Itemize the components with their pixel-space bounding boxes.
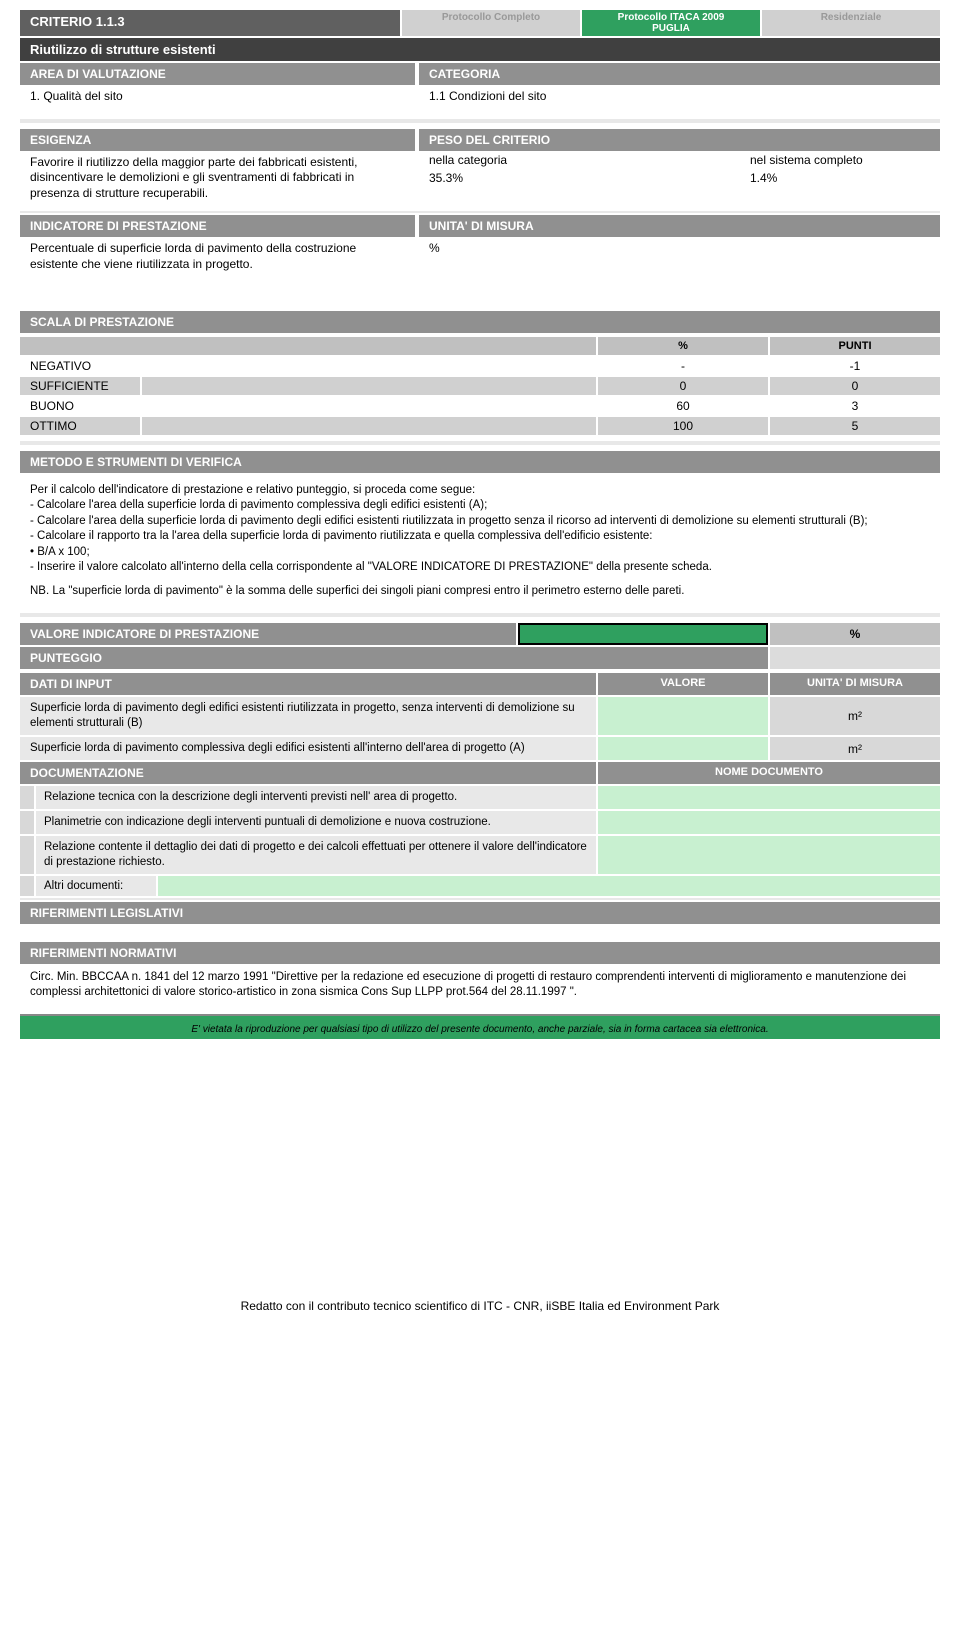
peso-header: PESO DEL CRITERIO [419,129,940,151]
scala-row-pct: 100 [598,417,768,435]
peso-cat-label: nella categoria [429,153,750,167]
scala-row-pct: 60 [598,397,768,415]
doc-row: Relazione contente il dettaglio dei dati… [20,836,940,874]
area-text: 1. Qualità del sito [20,85,415,113]
metodo-nb: NB. La "superficie lorda di pavimento" è… [30,584,930,600]
scala-col-punti: PUNTI [770,337,940,355]
doc-row-value[interactable] [598,786,940,809]
scala-row: SUFFICIENTE 00 [20,377,940,395]
input-row-value[interactable] [598,737,768,760]
categoria-header: CATEGORIA [419,63,940,85]
scala-row-pct: 0 [598,377,768,395]
scala-row-label: BUONO [20,397,140,415]
criterio-code: CRITERIO 1.1.3 [20,10,400,36]
esigenza-text: Favorire il riutilizzo della maggior par… [20,151,415,210]
footer-attribution: Redatto con il contributo tecnico scient… [20,1039,940,1328]
indicatore-text: Percentuale di superficie lorda di pavim… [20,237,415,280]
scala-row-pts: 0 [770,377,940,395]
scala-row: BUONO 603 [20,397,940,415]
scala-row-label: SUFFICIENTE [20,377,140,395]
input-row: Superficie lorda di pavimento degli edif… [20,697,940,735]
metodo-p1: Per il calcolo dell'indicatore di presta… [30,483,930,499]
area-header: AREA DI VALUTAZIONE [20,63,415,85]
header-row: CRITERIO 1.1.3 Protocollo Completo Proto… [20,10,940,36]
inputs-col-valore: VALORE [598,673,768,695]
inputs-col-unita: UNITA' DI MISURA [770,673,940,695]
doc-row-value[interactable] [598,811,940,834]
rif-normativi-text: Circ. Min. BBCCAA n. 1841 del 12 marzo 1… [20,966,940,1010]
scala-row-pts: 5 [770,417,940,435]
doc-row-label: Planimetrie con indicazione degli interv… [36,811,596,834]
doc-row-label: Relazione tecnica con la descrizione deg… [36,786,596,809]
inputs-header: DATI DI INPUT [20,673,596,695]
tab-protocollo-itaca: Protocollo ITACA 2009 PUGLIA [582,10,760,36]
scala-row-label: NEGATIVO [20,357,140,375]
docs-col-nome: NOME DOCUMENTO [598,762,940,784]
metodo-body: Per il calcolo dell'indicatore di presta… [20,475,940,608]
docs-altri-value[interactable] [158,876,940,896]
tab-residenziale: Residenziale [762,10,940,36]
unita-text: % [419,237,940,265]
unita-header: UNITA' DI MISURA [419,215,940,237]
metodo-l4: • B/A x 100; [30,545,930,561]
input-row-unit: m² [770,737,940,760]
tab-itaca-line1: Protocollo ITACA 2009 [586,12,756,23]
indicatore-header: INDICATORE DI PRESTAZIONE [20,215,415,237]
esigenza-header: ESIGENZA [20,129,415,151]
scala-row: NEGATIVO --1 [20,357,940,375]
categoria-text: 1.1 Condizioni del sito [419,85,940,113]
input-row-unit: m² [770,697,940,735]
scala-row-pts: -1 [770,357,940,375]
input-row-value[interactable] [598,697,768,735]
doc-row: Relazione tecnica con la descrizione deg… [20,786,940,809]
tab-itaca-line2: PUGLIA [586,23,756,34]
doc-row: Planimetrie con indicazione degli interv… [20,811,940,834]
metodo-l1: - Calcolare l'area della superficie lord… [30,498,930,514]
scala-col-pct: % [598,337,768,355]
scala-row: OTTIMO 1005 [20,417,940,435]
metodo-l3: - Calcolare il rapporto tra la l'area de… [30,529,930,545]
docs-header: DOCUMENTAZIONE [20,762,596,784]
doc-row-label: Relazione contente il dettaglio dei dati… [36,836,596,874]
punteggio-value-cell [770,647,940,669]
vip-header: VALORE INDICATORE DI PRESTAZIONE [20,623,516,645]
input-row-label: Superficie lorda di pavimento degli edif… [20,697,596,735]
scala-table: % PUNTI NEGATIVO --1 SUFFICIENTE 00 BUONO 603… [20,337,940,435]
input-row-label: Superficie lorda di pavimento complessiv… [20,737,596,760]
scala-row-pct: - [598,357,768,375]
punteggio-header: PUNTEGGIO [20,647,768,669]
scala-row-label: OTTIMO [20,417,140,435]
metodo-l5: - Inserire il valore calcolato all'inter… [30,560,930,576]
scala-header: SCALA DI PRESTAZIONE [20,311,940,333]
docs-altri-label: Altri documenti: [36,876,156,896]
metodo-header: METODO E STRUMENTI DI VERIFICA [20,451,940,473]
tab-protocollo-completo: Protocollo Completo [402,10,580,36]
metodo-l2: - Calcolare l'area della superficie lord… [30,514,930,530]
input-row: Superficie lorda di pavimento complessiv… [20,737,940,760]
footer-disclaimer: E' vietata la riproduzione per qualsiasi… [20,1020,940,1039]
criterio-title: Riutilizzo di strutture esistenti [20,38,940,61]
scala-row-pts: 3 [770,397,940,415]
peso-cat-value: 35.3% [429,171,750,185]
rif-normativi-header: RIFERIMENTI NORMATIVI [20,942,940,964]
vip-value-cell[interactable] [518,623,768,645]
peso-sys-label: nel sistema completo [750,153,930,167]
doc-row-value[interactable] [598,836,940,874]
rif-legislativi-header: RIFERIMENTI LEGISLATIVI [20,902,940,924]
peso-sys-value: 1.4% [750,171,930,185]
vip-unit: % [770,623,940,645]
